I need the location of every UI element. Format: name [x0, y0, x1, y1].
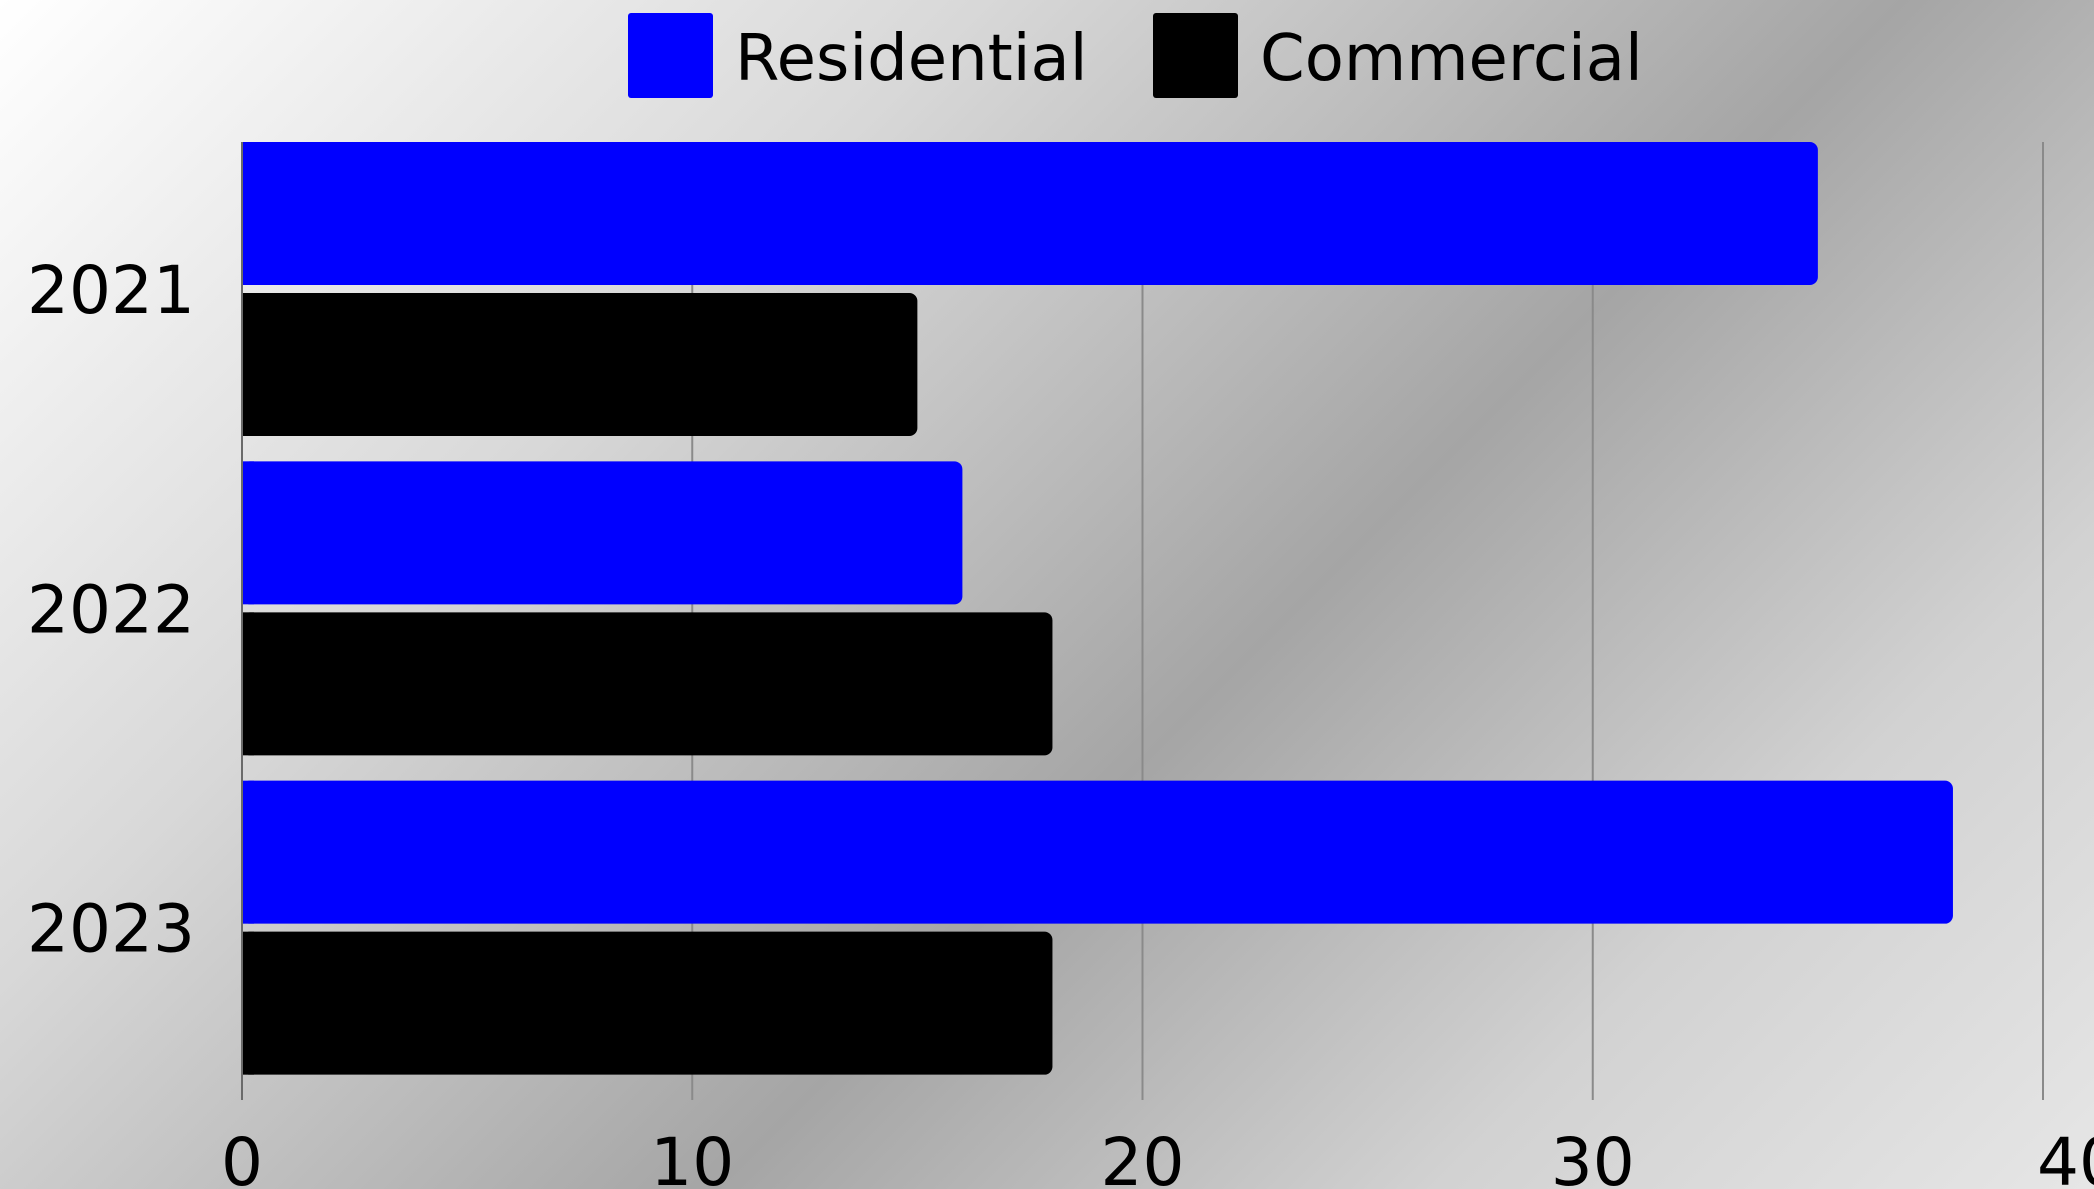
bar-edge-residential-2023: [242, 780, 254, 924]
x-tick-label: 40: [2037, 1124, 2094, 1189]
axes: 0 10 20 30 40 2021 2022 2023: [27, 142, 2094, 1189]
bar-residential-2022: [242, 461, 963, 605]
legend-label-commercial: Commercial: [1260, 22, 1643, 96]
bar-residential-2023: [242, 780, 1953, 924]
y-tick-label: 2021: [27, 252, 195, 329]
bar-commercial-2022: [242, 612, 1053, 756]
bar-edge-residential-2022: [242, 461, 254, 605]
bar-commercial-2021: [242, 293, 918, 436]
legend: Residential Commercial: [628, 13, 1643, 98]
bar-edge-residential-2021: [242, 142, 254, 285]
bar-residential-2021: [242, 142, 1818, 285]
x-tick-label: 30: [1551, 1124, 1635, 1189]
x-tick-label: 0: [221, 1124, 263, 1189]
y-tick-label: 2023: [27, 891, 195, 968]
legend-swatch-commercial: [1153, 13, 1238, 98]
bars: [242, 142, 1953, 1075]
bar-commercial-2023: [242, 931, 1053, 1075]
bar-edge-commercial-2022: [242, 612, 254, 756]
y-tick-label: 2022: [27, 571, 195, 648]
x-tick-label: 20: [1101, 1124, 1185, 1189]
bar-edge-commercial-2023: [242, 931, 254, 1075]
legend-swatch-residential: [628, 13, 713, 98]
x-tick-label: 10: [650, 1124, 734, 1189]
legend-label-residential: Residential: [735, 22, 1088, 96]
bar-edge-commercial-2021: [242, 293, 254, 436]
